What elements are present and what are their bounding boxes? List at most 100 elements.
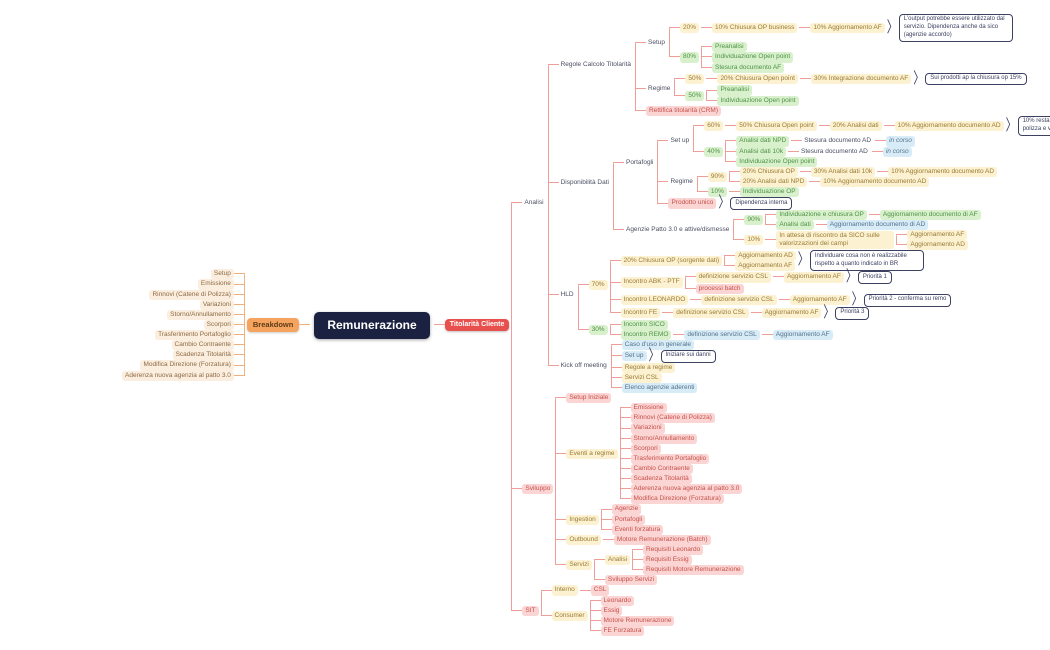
node-portafogli[interactable]: Portafogli	[611, 514, 646, 525]
node-incontro-abk-ptf[interactable]: Incontro ABK - PTF	[620, 277, 683, 288]
node-incontro-remo[interactable]: Incontro REMO	[620, 329, 672, 340]
node-aderenza-nuova-agenzia-al-patto-3-0[interactable]: Aderenza nuova agenzia al patto 3.0	[630, 484, 743, 495]
node-definizione-servizio-csl[interactable]: definizione servizio CSL	[684, 329, 760, 340]
node-individuazione-open-point[interactable]: Individuazione Open point	[712, 52, 794, 63]
node-set-up[interactable]: Set up	[621, 351, 647, 362]
node-20-chiusura-op-sorgente-dati[interactable]: 20% Chiusura OP (sorgente dati)	[620, 255, 723, 266]
node-servizi[interactable]: Servizi	[566, 560, 592, 571]
node-preanalisi[interactable]: Preanalisi	[712, 42, 747, 53]
node-individuazione-op[interactable]: Individuazione OP	[739, 187, 799, 198]
node-individuazione-open-point[interactable]: Individuazione Open point	[717, 95, 799, 106]
node-scorpori[interactable]: Scorpori	[203, 319, 234, 331]
node-setup[interactable]: Setup	[648, 39, 666, 47]
node-leonardo[interactable]: Leonardo	[600, 595, 634, 606]
node-essig[interactable]: Essig	[600, 605, 623, 616]
node-scadenza-titolarit[interactable]: Scadenza Titolarità	[630, 474, 692, 485]
node-90[interactable]: 90%	[744, 215, 764, 226]
node-analisi-dati-npd[interactable]: Analisi dati NPD	[736, 136, 790, 147]
node-80[interactable]: 80%	[680, 52, 700, 63]
node-aggiornamento-af[interactable]: Aggiornamento AF	[789, 295, 850, 306]
node-scadenza-titolarit[interactable]: Scadenza Titolarità	[172, 350, 234, 361]
node-rinnovi-catene-di-polizza[interactable]: Rinnovi (Catene di Polizza)	[630, 413, 715, 424]
callout-aggiornamento-af[interactable]: Priorità 1	[857, 271, 892, 284]
node-prodotto-unico[interactable]: Prodotto unico	[668, 198, 717, 209]
node-70[interactable]: 70%	[588, 279, 608, 291]
node-aggiornamento-ad[interactable]: Aggiornamento AD	[907, 240, 968, 251]
node-interno[interactable]: Interno	[551, 585, 578, 596]
node-trasferimento-portafoglio[interactable]: Trasferimento Portafoglio	[630, 453, 710, 464]
node-variazioni[interactable]: Variazioni	[630, 423, 665, 434]
node-requisiti-essig[interactable]: Requisiti Essig	[643, 555, 692, 566]
node-40[interactable]: 40%	[704, 146, 724, 157]
node-definizione-servizio-csl[interactable]: definizione servizio CSL	[701, 295, 777, 306]
callout-20-chiusura-op-sorgente-dati[interactable]: Individuare cosa non è realizzabile risp…	[809, 250, 924, 272]
node-aggiornamento-ad[interactable]: Aggiornamento AD	[735, 250, 796, 261]
node-titolarit-cliente[interactable]: Titolarità Cliente	[444, 318, 510, 332]
node-definizione-servizio-csl[interactable]: definizione servizio CSL	[695, 272, 771, 283]
node-90[interactable]: 90%	[707, 171, 727, 182]
node-sviluppo-servizi[interactable]: Sviluppo Servizi	[604, 575, 658, 586]
node-regole-calcolo-titolarit[interactable]: Regole Calcolo Titolarità	[560, 60, 632, 68]
node-50[interactable]: 50%	[685, 73, 705, 85]
node-set-up[interactable]: Set up	[670, 137, 690, 145]
node-in-attesa-di-riscontro-da-sico-sulle-valorizzazioni-dei-campi[interactable]: In attesa di riscontro da SICO sulle val…	[776, 231, 895, 250]
node-incontro-fe[interactable]: Incontro FE	[620, 308, 661, 319]
node-setup[interactable]: Setup	[210, 269, 234, 280]
node-eventi-a-regime[interactable]: Eventi a regime	[566, 448, 618, 459]
node-30-analisi-dati-10k[interactable]: 30% Analisi dati 10k	[810, 166, 876, 177]
node-regole-a-regime[interactable]: Regole a regime	[621, 362, 676, 373]
node-fe-forzatura[interactable]: FE Forzatura	[600, 625, 645, 637]
node-aggiornamento-af[interactable]: Aggiornamento AF	[907, 230, 968, 241]
node-scorpori[interactable]: Scorpori	[630, 443, 661, 454]
node-rettifica-titolarit-crm[interactable]: Rettifica titolarità (CRM)	[646, 105, 721, 116]
node-outbound[interactable]: Outbound	[566, 534, 601, 545]
node-sit[interactable]: SIT	[522, 605, 539, 616]
node-aggiornamento-af[interactable]: Aggiornamento AF	[735, 260, 796, 271]
node-definizione-servizio-csl[interactable]: definizione servizio CSL	[673, 308, 749, 319]
node-stesura-documento-ad[interactable]: Stesura documento AD	[801, 147, 868, 155]
node-portafogli[interactable]: Portafogli	[625, 158, 654, 166]
node-60[interactable]: 60%	[704, 121, 724, 132]
node-eventi-forzatura[interactable]: Eventi forzatura	[611, 524, 664, 535]
node-caso-d-uso-in-generale[interactable]: Caso d'uso in generale	[621, 339, 694, 350]
node-cambio-contraente[interactable]: Cambio Contraente	[171, 340, 234, 351]
node-disponibilit-dati[interactable]: Disponibilità Dati	[560, 179, 609, 187]
node-storno-annullamento[interactable]: Storno/Annullamento	[630, 433, 698, 444]
node-variazioni[interactable]: Variazioni	[199, 299, 234, 310]
node-analisi-dati-10k[interactable]: Analisi dati 10k	[736, 146, 786, 157]
node-10-aggiornamento-documento-ad[interactable]: 10% Aggiornamento documento AD	[888, 166, 998, 177]
node-elenco-agenzie-aderenti[interactable]: Elenco agenzie aderenti	[621, 382, 698, 394]
node-kick-off-meeting[interactable]: Kick off meeting	[560, 362, 607, 370]
node-storno-annullamento[interactable]: Storno/Annullamento	[167, 309, 234, 320]
node-20-chiusura-op[interactable]: 20% Chiusura OP	[739, 166, 798, 177]
node-consumer[interactable]: Consumer	[551, 610, 588, 621]
node-analisi-dati[interactable]: Analisi dati	[776, 220, 814, 231]
node-processi-batch[interactable]: processi batch	[695, 283, 744, 294]
node-agenzie[interactable]: Agenzie	[611, 504, 642, 515]
node-20[interactable]: 20%	[680, 23, 700, 34]
node-requisiti-leonardo[interactable]: Requisiti Leonardo	[643, 544, 704, 556]
node-50[interactable]: 50%	[685, 90, 705, 101]
node-breakdown[interactable]: Breakdown	[246, 317, 300, 333]
node-regime[interactable]: Regime	[648, 85, 671, 93]
node-50-chiusura-open-point[interactable]: 50% Chiusura Open point	[736, 121, 817, 132]
node-cambio-contraente[interactable]: Cambio Contraente	[630, 463, 693, 475]
node-regime[interactable]: Regime	[670, 177, 693, 185]
node-aderenza-nuova-agenzia-al-patto-3-0[interactable]: Aderenza nuova agenzia al patto 3.0	[122, 370, 234, 381]
node-aggiornamento-documento-di-af[interactable]: Aggiornamento documento di AF	[879, 209, 981, 221]
node-in-corso[interactable]: in corso	[882, 146, 912, 157]
callout-10-aggiornamento-af[interactable]: L'output potrebbe essere utilizzato dal …	[898, 13, 1013, 43]
node-10[interactable]: 10%	[744, 235, 764, 246]
node-analisi[interactable]: Analisi	[604, 555, 631, 566]
node-in-corso[interactable]: in corso	[886, 136, 915, 147]
node-hld[interactable]: HLD	[560, 291, 574, 299]
node-analisi[interactable]: Analisi	[524, 199, 544, 207]
node-individuazione-e-chiusura-op[interactable]: Individuazione e chiusura OP	[776, 209, 867, 221]
callout-prodotto-unico[interactable]: Dipendenza interna	[730, 197, 793, 210]
node-aggiornamento-af[interactable]: Aggiornamento AF	[772, 329, 833, 340]
node-ingestion[interactable]: Ingestion	[566, 514, 599, 525]
node-preanalisi[interactable]: Preanalisi	[717, 85, 752, 96]
node-30-integrazione-documento-af[interactable]: 30% Integrazione documento AF	[810, 73, 912, 85]
node-agenzie-patto-3-0-e-attive-dismesse[interactable]: Agenzie Patto 3.0 e attive/dismesse	[625, 226, 730, 234]
callout-aggiornamento-af[interactable]: Priorità 3	[835, 306, 870, 320]
